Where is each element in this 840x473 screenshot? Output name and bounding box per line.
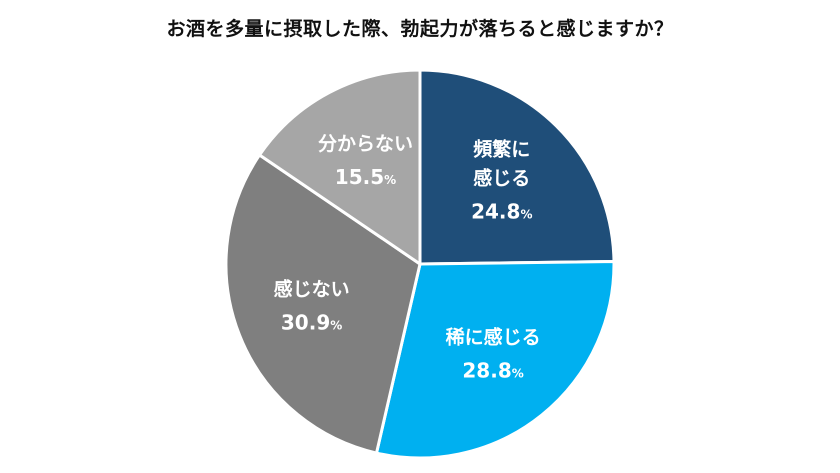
pie-slice-1 [418,68,616,266]
pie-slice-3 [224,153,422,455]
slice-label-1-line-2: 感じる [473,167,530,190]
slice-label-1-line-1: 頻繁に [473,138,530,161]
pie-slices [224,68,616,460]
pie-slice-2 [374,260,616,460]
slice-label-3-line-1: 感じない [274,278,350,301]
chart-title: お酒を多量に摂取した際、勃起力が落ちると感じますか？ [166,18,674,40]
slice-label-2-line-1: 稀に感じる [446,326,541,349]
pie-slice-4 [258,68,422,266]
slice-label-4-line-1: 分からない [318,133,413,155]
